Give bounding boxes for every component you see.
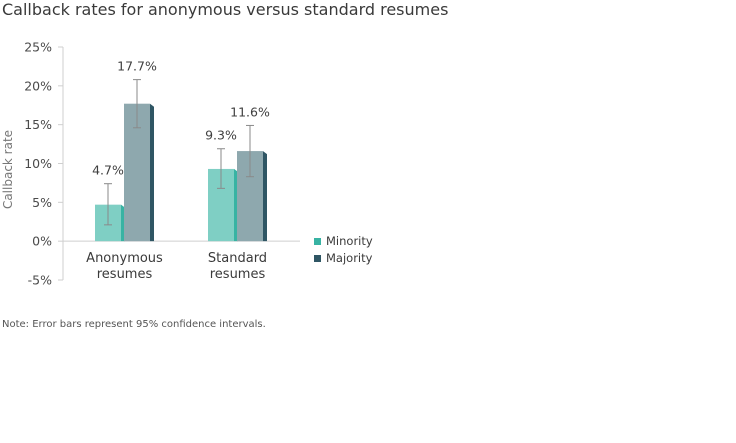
y-tick-label: 15%: [24, 117, 52, 132]
y-tick-label: 5%: [32, 195, 52, 210]
y-tick-label: 20%: [24, 78, 52, 93]
legend-swatch-majority: [314, 255, 321, 262]
legend-label-minority: Minority: [326, 234, 373, 248]
category-label: Standard: [208, 251, 267, 266]
chart-error-bars: [104, 79, 254, 226]
chart-note: Note: Error bars represent 95% confidenc…: [2, 319, 266, 330]
data-label: 9.3%: [205, 128, 237, 143]
data-label: 11.6%: [230, 104, 270, 119]
chart-title: Callback rates for anonymous versus stan…: [2, 0, 449, 19]
legend-label-majority: Majority: [326, 251, 373, 265]
chart-legend: Minority Majority: [314, 234, 373, 265]
bar-side-majority: [263, 151, 267, 242]
legend-swatch-minority: [314, 238, 321, 245]
category-label: resumes: [210, 267, 266, 282]
bar-side-majority: [150, 103, 154, 242]
category-label: resumes: [97, 267, 153, 282]
y-axis-title: Callback rate: [1, 130, 15, 209]
chart-data-labels: 4.7% 9.3% 17.7% 11.6%: [92, 59, 270, 178]
y-tick-label: 25%: [24, 40, 52, 55]
data-label: 4.7%: [92, 163, 124, 178]
y-tick-label: -5%: [28, 273, 52, 288]
y-tick-label: 0%: [32, 234, 52, 249]
data-label: 17.7%: [117, 59, 157, 74]
chart-axes: 25% 20% 15% 10% 5% 0% -5% Callback rate Anonymou…: [1, 40, 300, 288]
y-tick-label: 10%: [24, 156, 52, 171]
category-label: Anonymous: [86, 251, 163, 266]
